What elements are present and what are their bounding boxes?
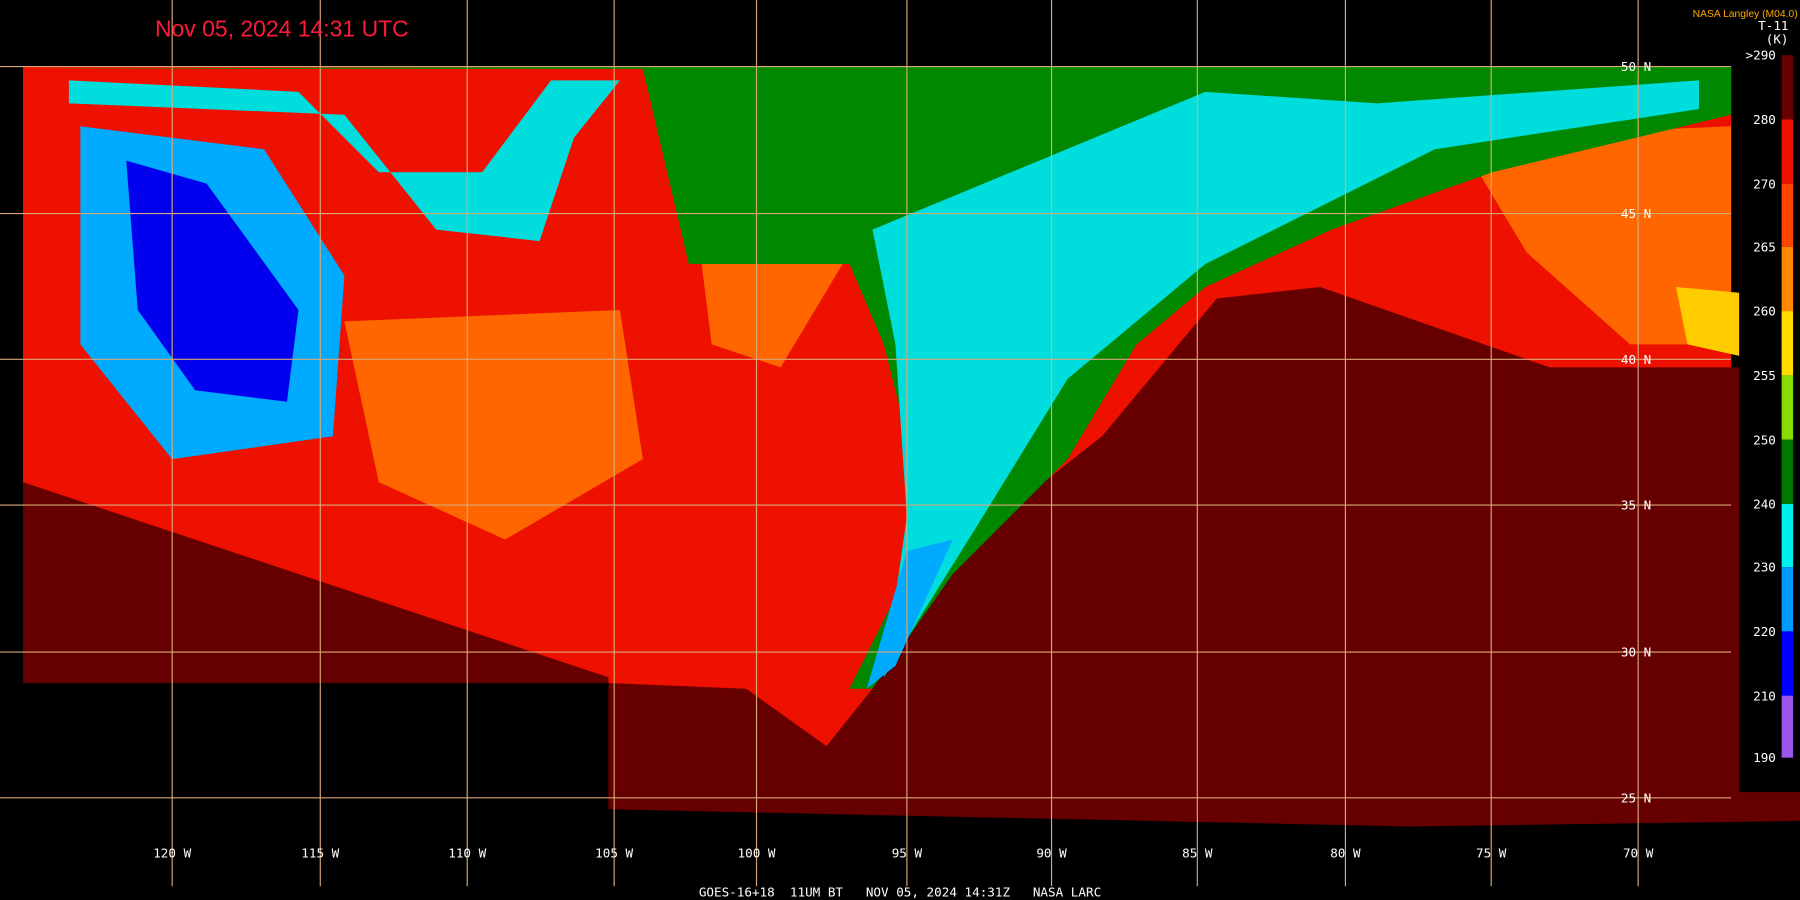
- longitude-label: 85 W: [1182, 846, 1213, 861]
- labels: Nov 05, 2024 14:31 UTC NASA Langley (M04…: [153, 9, 1797, 899]
- colorbar-tick-label: 270: [1753, 176, 1776, 191]
- colorbar-unit: (K): [1766, 32, 1789, 47]
- title: Nov 05, 2024 14:31 UTC: [155, 16, 409, 42]
- colorbar-tick-label: 210: [1753, 688, 1776, 703]
- green-region: [22, 66, 1732, 689]
- colorbar-tick-label: 230: [1753, 560, 1776, 575]
- colorbar-swatch: [1781, 311, 1794, 376]
- longitude-label: 115 W: [301, 846, 339, 861]
- latitude-label: 45 N: [1621, 206, 1651, 221]
- colorbar-swatch: [1781, 439, 1794, 504]
- longitude-label: 70 W: [1623, 846, 1654, 861]
- source: NASA Langley (M04.0): [1693, 9, 1798, 20]
- longitude-label: 95 W: [892, 846, 923, 861]
- blue-region: [126, 160, 299, 402]
- longitude-label: 75 W: [1476, 846, 1507, 861]
- orange-region: [1457, 126, 1732, 345]
- orange-region: [344, 309, 643, 540]
- colorbar-swatch: [1781, 503, 1794, 568]
- longitude-label: 100 W: [738, 846, 776, 861]
- latitude-label: 25 N: [1621, 790, 1651, 805]
- colorbar-tick-label: 240: [1753, 497, 1776, 512]
- colorbar-swatch: [1781, 55, 1794, 120]
- footer: GOES-16+18 11UM BT NOV 05, 2024 14:31Z N…: [699, 885, 1101, 900]
- cyan-region: [872, 80, 1699, 678]
- colorbar-swatch: [1781, 375, 1794, 440]
- colorbar-swatch: [1781, 631, 1794, 696]
- colorbar-tick-label: 255: [1753, 368, 1776, 383]
- colorbar-swatch: [1781, 695, 1794, 758]
- colorbar-tick-label: 250: [1753, 432, 1776, 447]
- colorbar-swatch: [1781, 246, 1794, 312]
- cyan-region: [68, 80, 620, 242]
- colorbar-tick-label: 260: [1753, 304, 1776, 319]
- colorbar: [1781, 55, 1794, 758]
- longitude-label: 105 W: [595, 846, 633, 861]
- longitude-label: 110 W: [448, 846, 486, 861]
- longitude-label: 120 W: [153, 846, 191, 861]
- colorbar-swatch: [1781, 183, 1794, 247]
- colorbar-tick-label: 190: [1753, 750, 1776, 765]
- latitude-label: 30 N: [1621, 645, 1651, 660]
- longitude-label: 80 W: [1330, 846, 1361, 861]
- yellow-region: [1676, 286, 1740, 356]
- colorbar-swatch: [1781, 567, 1794, 632]
- colorbar-tick-label: 220: [1753, 624, 1776, 639]
- graticule: [0, 0, 1732, 887]
- longitude-label: 90 W: [1036, 846, 1067, 861]
- colorbar-swatch: [1781, 119, 1794, 184]
- latitude-label: 35 N: [1621, 498, 1651, 513]
- colorbar-tick-label: >290: [1746, 48, 1776, 63]
- latitude-label: 40 N: [1621, 352, 1651, 367]
- colorbar-label: T-11: [1758, 18, 1788, 33]
- colorbar-tick-label: 265: [1753, 239, 1776, 254]
- latitude-label: 50 N: [1621, 59, 1651, 74]
- colorbar-tick-label: 280: [1753, 112, 1776, 127]
